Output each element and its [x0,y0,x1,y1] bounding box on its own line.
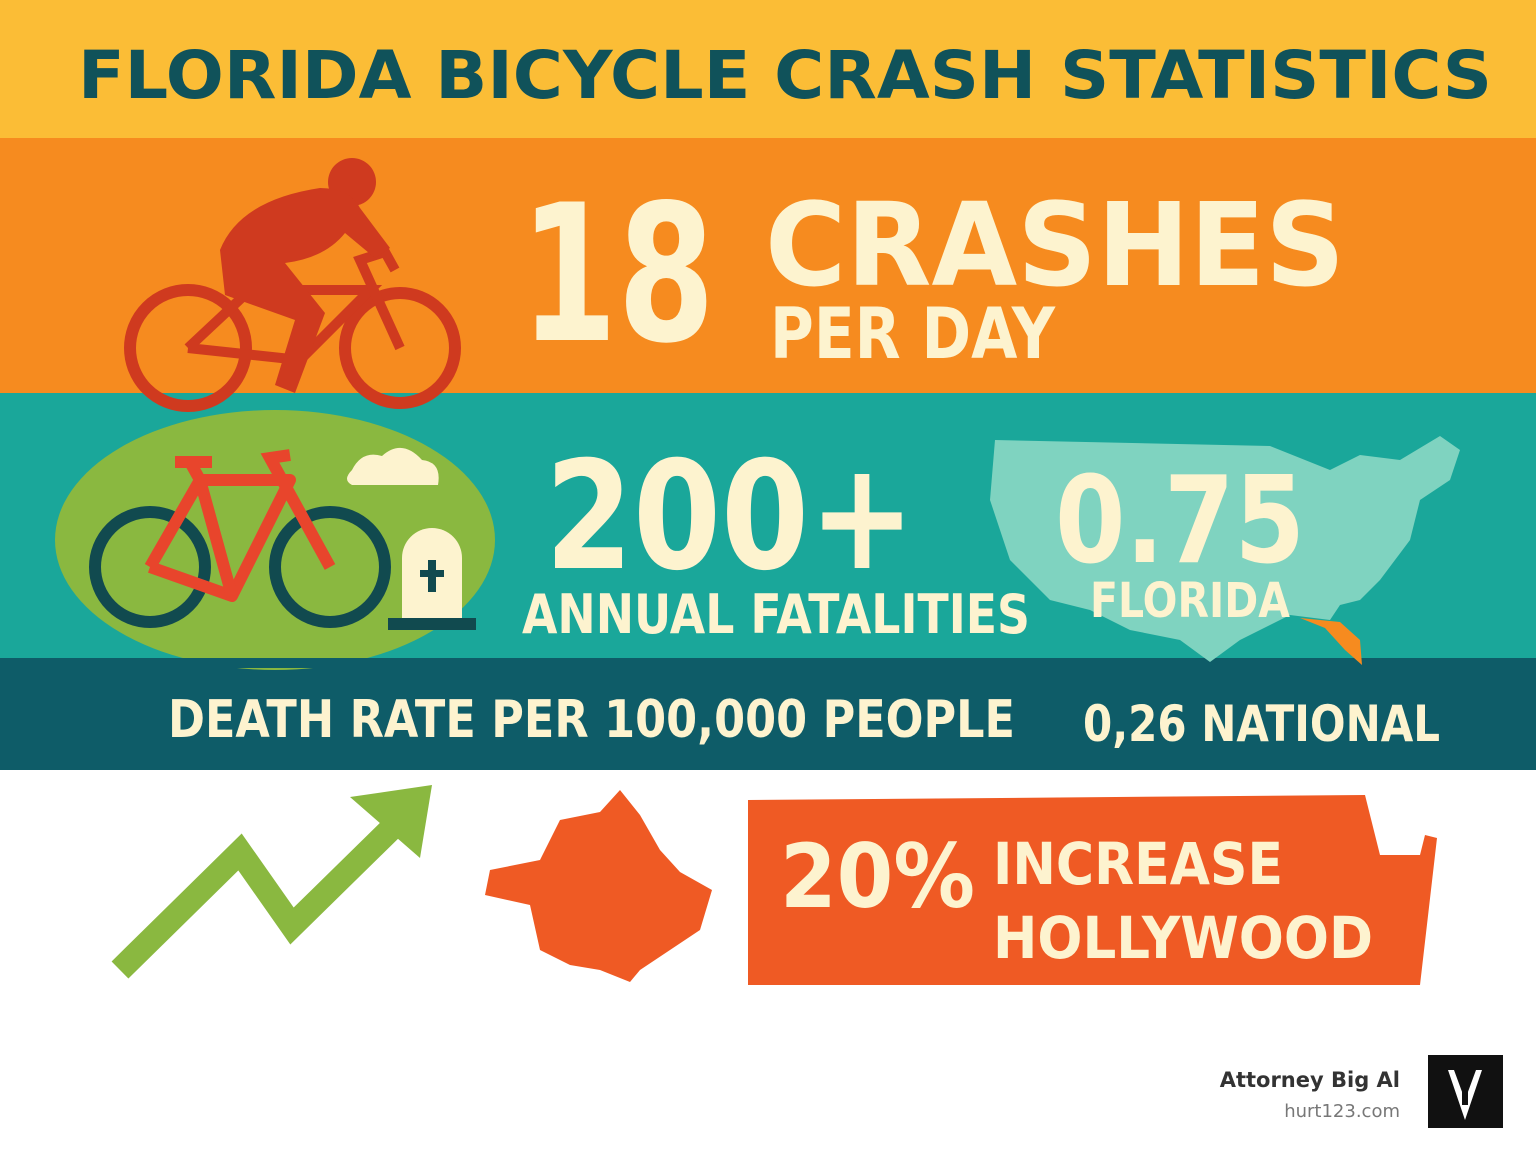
logo [1428,1055,1503,1128]
cloud [347,447,439,485]
bicycle-icon [89,449,391,628]
fatality-number: 200+ [545,430,915,604]
us-map [990,436,1460,662]
crash-number: 18 [520,164,715,385]
trend-arrow [111,811,409,979]
arrow-head [350,785,432,858]
tombstone [388,528,476,630]
cyclist-icon [124,158,461,412]
url: hurt123.com [1284,1101,1400,1122]
florida-shape [1300,618,1362,665]
location-label: HOLLYWOOD [993,904,1373,972]
crash-label: CRASHES [765,179,1345,313]
banner [748,795,1437,985]
brand: Attorney Big Al [1220,1068,1400,1092]
florida-rate: 0.75 [1055,452,1305,591]
hollywood-map [485,790,712,982]
title-band [0,0,1536,138]
title: FLORIDA BICYCLE CRASH STATISTICS [78,37,1492,114]
crash-sublabel: PER DAY [770,293,1056,375]
national-rate: 0,26 NATIONAL [1083,695,1440,753]
rate-label: DEATH RATE PER 100,000 PEOPLE [168,690,1015,750]
mound-cut [50,658,510,668]
fatality-label: ANNUAL FATALITIES [522,583,1030,646]
increase-label: INCREASE [993,830,1283,898]
increase-number: 20% [780,825,975,928]
florida-label: FLORIDA [1090,573,1290,629]
rate-band [0,658,1536,770]
